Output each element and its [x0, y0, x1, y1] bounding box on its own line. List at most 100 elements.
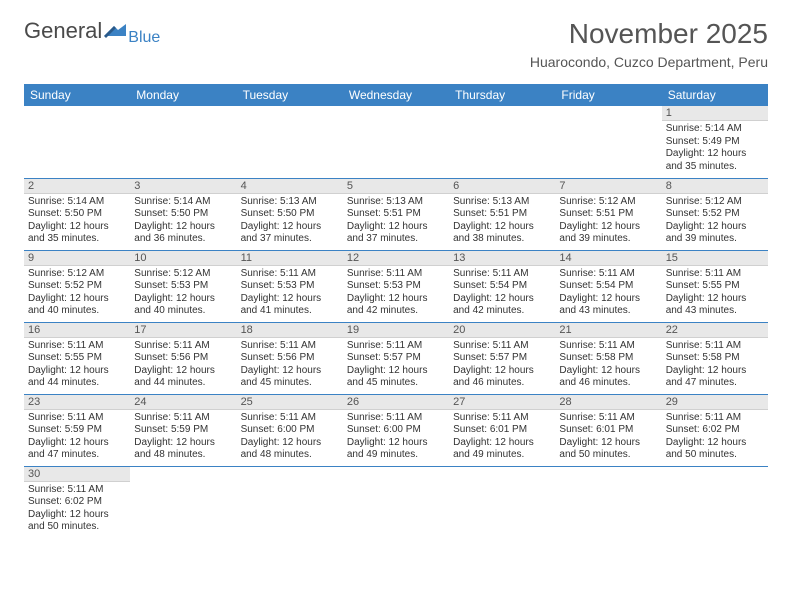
day-number: 1: [662, 106, 768, 121]
sunset-text: Sunset: 5:56 PM: [134, 352, 232, 365]
daylight-line2: and 40 minutes.: [134, 305, 232, 318]
daylight-line2: and 50 minutes.: [559, 449, 657, 462]
daylight-line1: Daylight: 12 hours: [134, 293, 232, 306]
sunrise-text: Sunrise: 5:11 AM: [666, 268, 764, 281]
sunset-text: Sunset: 5:50 PM: [28, 208, 126, 221]
sunrise-text: Sunrise: 5:13 AM: [453, 196, 551, 209]
daylight-line2: and 50 minutes.: [666, 449, 764, 462]
sunrise-text: Sunrise: 5:14 AM: [666, 123, 764, 136]
sunrise-text: Sunrise: 5:14 AM: [134, 196, 232, 209]
calendar-cell: 14Sunrise: 5:11 AMSunset: 5:54 PMDayligh…: [555, 250, 661, 322]
calendar-cell: [130, 106, 236, 178]
logo: General Blue: [24, 18, 160, 44]
day-details: Sunrise: 5:11 AMSunset: 6:00 PMDaylight:…: [343, 410, 449, 464]
daylight-line2: and 37 minutes.: [347, 233, 445, 246]
weekday-header: Sunday: [24, 84, 130, 106]
daylight-line1: Daylight: 12 hours: [134, 221, 232, 234]
daylight-line1: Daylight: 12 hours: [666, 148, 764, 161]
sunset-text: Sunset: 5:52 PM: [28, 280, 126, 293]
logo-flag-icon: [104, 24, 126, 40]
day-number: 3: [130, 179, 236, 194]
daylight-line1: Daylight: 12 hours: [666, 221, 764, 234]
daylight-line1: Daylight: 12 hours: [28, 221, 126, 234]
weekday-header: Monday: [130, 84, 236, 106]
logo-text-b: Blue: [128, 29, 160, 47]
sunset-text: Sunset: 5:57 PM: [453, 352, 551, 365]
daylight-line1: Daylight: 12 hours: [28, 365, 126, 378]
sunrise-text: Sunrise: 5:11 AM: [559, 268, 657, 281]
sunset-text: Sunset: 5:58 PM: [559, 352, 657, 365]
day-details: Sunrise: 5:11 AMSunset: 6:02 PMDaylight:…: [24, 482, 130, 536]
day-number: 10: [130, 251, 236, 266]
daylight-line1: Daylight: 12 hours: [241, 365, 339, 378]
sunrise-text: Sunrise: 5:11 AM: [453, 340, 551, 353]
sunrise-text: Sunrise: 5:11 AM: [666, 412, 764, 425]
daylight-line1: Daylight: 12 hours: [28, 509, 126, 522]
calendar-cell: 23Sunrise: 5:11 AMSunset: 5:59 PMDayligh…: [24, 394, 130, 466]
calendar-cell: 2Sunrise: 5:14 AMSunset: 5:50 PMDaylight…: [24, 178, 130, 250]
sunset-text: Sunset: 5:55 PM: [28, 352, 126, 365]
calendar-cell: 7Sunrise: 5:12 AMSunset: 5:51 PMDaylight…: [555, 178, 661, 250]
calendar-cell: 25Sunrise: 5:11 AMSunset: 6:00 PMDayligh…: [237, 394, 343, 466]
daylight-line1: Daylight: 12 hours: [453, 437, 551, 450]
day-number: 4: [237, 179, 343, 194]
day-number: 28: [555, 395, 661, 410]
day-number: 24: [130, 395, 236, 410]
daylight-line1: Daylight: 12 hours: [347, 293, 445, 306]
sunrise-text: Sunrise: 5:11 AM: [453, 268, 551, 281]
day-details: Sunrise: 5:11 AMSunset: 6:00 PMDaylight:…: [237, 410, 343, 464]
sunrise-text: Sunrise: 5:11 AM: [134, 340, 232, 353]
daylight-line2: and 46 minutes.: [559, 377, 657, 390]
sunset-text: Sunset: 5:53 PM: [134, 280, 232, 293]
calendar-cell: 19Sunrise: 5:11 AMSunset: 5:57 PMDayligh…: [343, 322, 449, 394]
sunrise-text: Sunrise: 5:12 AM: [666, 196, 764, 209]
daylight-line2: and 40 minutes.: [28, 305, 126, 318]
sunrise-text: Sunrise: 5:11 AM: [347, 340, 445, 353]
daylight-line1: Daylight: 12 hours: [241, 437, 339, 450]
day-details: Sunrise: 5:12 AMSunset: 5:52 PMDaylight:…: [24, 266, 130, 320]
day-details: Sunrise: 5:14 AMSunset: 5:50 PMDaylight:…: [130, 194, 236, 248]
daylight-line2: and 47 minutes.: [28, 449, 126, 462]
calendar-cell: 9Sunrise: 5:12 AMSunset: 5:52 PMDaylight…: [24, 250, 130, 322]
daylight-line2: and 48 minutes.: [241, 449, 339, 462]
daylight-line2: and 45 minutes.: [347, 377, 445, 390]
sunrise-text: Sunrise: 5:11 AM: [347, 412, 445, 425]
daylight-line2: and 49 minutes.: [453, 449, 551, 462]
calendar-cell: [130, 466, 236, 538]
daylight-line1: Daylight: 12 hours: [347, 221, 445, 234]
day-number: 26: [343, 395, 449, 410]
calendar-cell: 29Sunrise: 5:11 AMSunset: 6:02 PMDayligh…: [662, 394, 768, 466]
daylight-line1: Daylight: 12 hours: [241, 221, 339, 234]
daylight-line1: Daylight: 12 hours: [453, 293, 551, 306]
day-details: Sunrise: 5:13 AMSunset: 5:50 PMDaylight:…: [237, 194, 343, 248]
calendar-cell: 10Sunrise: 5:12 AMSunset: 5:53 PMDayligh…: [130, 250, 236, 322]
calendar-cell: [343, 106, 449, 178]
location-text: Huarocondo, Cuzco Department, Peru: [530, 54, 768, 70]
calendar-cell: 20Sunrise: 5:11 AMSunset: 5:57 PMDayligh…: [449, 322, 555, 394]
day-number: 20: [449, 323, 555, 338]
sunrise-text: Sunrise: 5:11 AM: [241, 268, 339, 281]
calendar-cell: [555, 106, 661, 178]
daylight-line1: Daylight: 12 hours: [666, 365, 764, 378]
sunrise-text: Sunrise: 5:11 AM: [28, 484, 126, 497]
sunrise-text: Sunrise: 5:11 AM: [241, 412, 339, 425]
daylight-line2: and 46 minutes.: [453, 377, 551, 390]
sunset-text: Sunset: 5:58 PM: [666, 352, 764, 365]
sunset-text: Sunset: 6:01 PM: [453, 424, 551, 437]
day-number: 2: [24, 179, 130, 194]
daylight-line2: and 44 minutes.: [28, 377, 126, 390]
calendar-cell: 13Sunrise: 5:11 AMSunset: 5:54 PMDayligh…: [449, 250, 555, 322]
calendar-cell: 15Sunrise: 5:11 AMSunset: 5:55 PMDayligh…: [662, 250, 768, 322]
day-details: Sunrise: 5:11 AMSunset: 6:01 PMDaylight:…: [555, 410, 661, 464]
calendar-week-row: 1Sunrise: 5:14 AMSunset: 5:49 PMDaylight…: [24, 106, 768, 178]
page-header: General Blue November 2025 Huarocondo, C…: [0, 0, 792, 76]
sunset-text: Sunset: 5:57 PM: [347, 352, 445, 365]
day-details: Sunrise: 5:11 AMSunset: 5:57 PMDaylight:…: [343, 338, 449, 392]
calendar-cell: [24, 106, 130, 178]
calendar-cell: [449, 466, 555, 538]
day-number: 30: [24, 467, 130, 482]
day-details: Sunrise: 5:11 AMSunset: 6:02 PMDaylight:…: [662, 410, 768, 464]
sunset-text: Sunset: 6:02 PM: [666, 424, 764, 437]
day-number: 25: [237, 395, 343, 410]
day-details: Sunrise: 5:12 AMSunset: 5:51 PMDaylight:…: [555, 194, 661, 248]
